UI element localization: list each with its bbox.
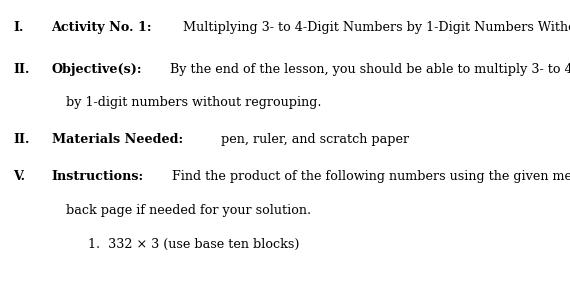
Text: by 1-digit numbers without regrouping.: by 1-digit numbers without regrouping. (66, 96, 321, 109)
Text: II.: II. (13, 133, 29, 146)
Text: Instructions:: Instructions: (51, 170, 144, 184)
Text: Materials Needed:: Materials Needed: (51, 133, 182, 146)
Text: pen, ruler, and scratch paper: pen, ruler, and scratch paper (217, 133, 409, 146)
Text: back page if needed for your solution.: back page if needed for your solution. (66, 204, 311, 217)
Text: Activity No. 1:: Activity No. 1: (51, 21, 152, 34)
Text: V.: V. (13, 170, 25, 184)
Text: Objective(s):: Objective(s): (51, 63, 142, 76)
Text: Find the product of the following numbers using the given method. Use the: Find the product of the following number… (168, 170, 570, 184)
Text: I.: I. (13, 21, 23, 34)
Text: Multiplying 3- to 4-Digit Numbers by 1-Digit Numbers Without Regrouping: Multiplying 3- to 4-Digit Numbers by 1-D… (178, 21, 570, 34)
Text: By the end of the lesson, you should be able to multiply 3- to 4-digit numbers: By the end of the lesson, you should be … (166, 63, 570, 76)
Text: II.: II. (13, 63, 29, 76)
Text: 1.  332 × 3 (use base ten blocks): 1. 332 × 3 (use base ten blocks) (88, 237, 300, 251)
